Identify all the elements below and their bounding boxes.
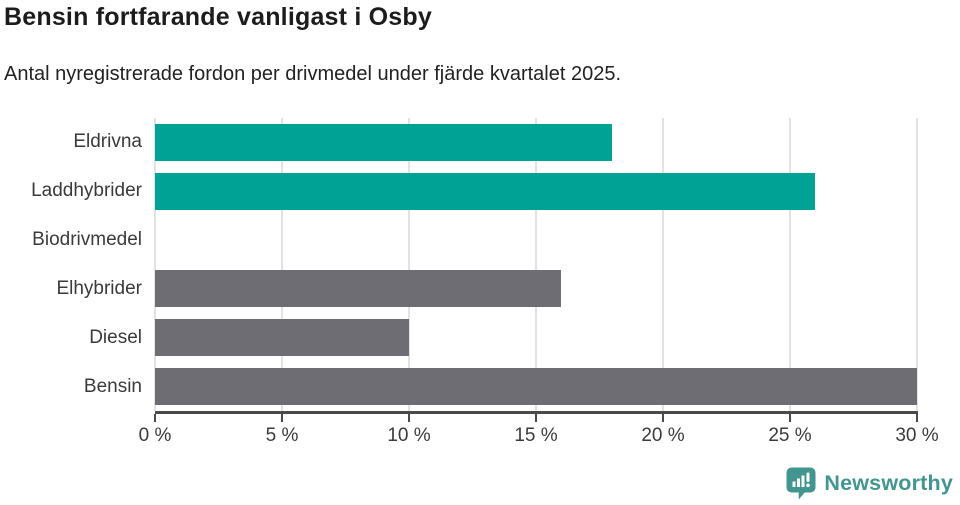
axis-tick-label: 30 %: [895, 425, 939, 446]
gridlines: [154, 118, 918, 411]
bar: [155, 270, 562, 308]
bar-chart: Eldrivna Laddhybrider Biodrivmedel Elhybrid…: [0, 118, 960, 458]
axis-tick: [534, 414, 538, 422]
bar-track: [155, 222, 917, 259]
bar-rows: Eldrivna Laddhybrider Biodrivmedel Elhybrid…: [0, 118, 917, 411]
bar: [155, 368, 917, 406]
bar-row: Laddhybrider: [0, 167, 917, 216]
bar-track: [155, 270, 917, 308]
axis-tick: [661, 414, 665, 422]
gridline: [154, 118, 156, 411]
axis-tick: [788, 414, 792, 422]
gridline: [281, 118, 283, 411]
axis-tick-label: 5 %: [265, 425, 299, 446]
bar-track: [155, 368, 917, 406]
bar: [155, 319, 409, 357]
gridline: [916, 118, 918, 411]
category-label: Laddhybrider: [31, 180, 142, 202]
category-label: Elhybrider: [56, 277, 142, 299]
gridline: [789, 118, 791, 411]
bar-track: [155, 172, 917, 210]
axis-tick: [153, 414, 157, 422]
chart-title: Bensin fortfarande vanligast i Osby: [4, 3, 432, 31]
chart-subtitle: Antal nyregistrerade fordon per drivmede…: [4, 63, 622, 85]
axis-tick: [915, 414, 919, 422]
axis-tick-label: 15 %: [514, 425, 558, 446]
axis-tick-label: 25 %: [768, 425, 812, 446]
gridline: [408, 118, 410, 411]
axis-tick-label: 10 %: [387, 425, 431, 446]
bar-row: Bensin: [0, 362, 917, 411]
axis-tick-label: 0 %: [138, 425, 172, 446]
bar-track: [155, 319, 917, 357]
category-label: Biodrivmedel: [32, 229, 142, 251]
x-axis-labels: 0 % 5 % 10 % 15 % 20 % 25 % 30 %: [139, 425, 939, 451]
gridline: [662, 118, 664, 411]
brand-name: Newsworthy: [824, 471, 953, 495]
x-axis-ticks: [153, 414, 919, 423]
category-label: Eldrivna: [73, 131, 142, 153]
x-axis-line: [155, 411, 918, 414]
brand-footer[interactable]: Newsworthy: [786, 467, 953, 500]
bar-row: Eldrivna: [0, 118, 917, 167]
newsworthy-logo-icon: [786, 467, 816, 500]
bar: [155, 123, 613, 161]
bar-row: Elhybrider: [0, 264, 917, 313]
category-label: Bensin: [83, 375, 142, 397]
bar-row: Biodrivmedel: [0, 216, 917, 265]
axis-tick: [280, 414, 284, 422]
category-label: Diesel: [89, 326, 142, 348]
bar-row: Diesel: [0, 313, 917, 362]
bar-track: [155, 123, 917, 161]
bar: [155, 172, 816, 210]
axis-tick-label: 20 %: [641, 425, 685, 446]
gridline: [535, 118, 537, 411]
axis-tick: [407, 414, 411, 422]
